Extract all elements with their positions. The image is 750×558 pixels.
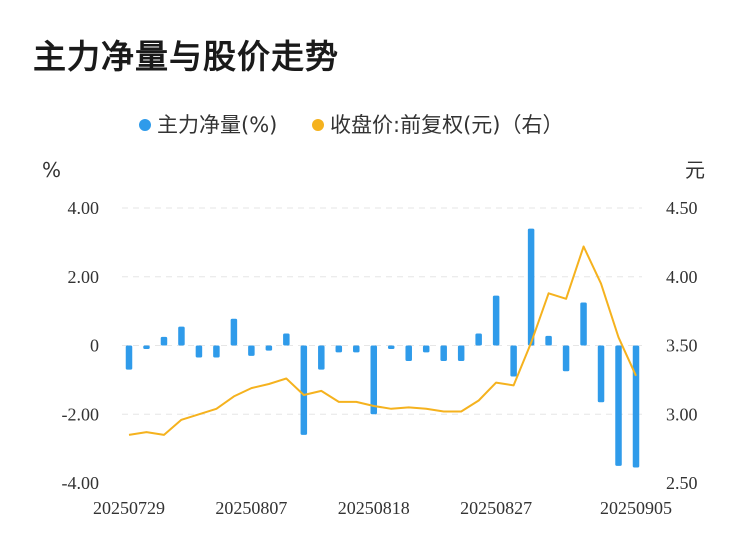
right-tick-label: 4.50 [666, 198, 698, 218]
bar[interactable] [475, 333, 482, 346]
bar[interactable] [125, 345, 133, 370]
right-tick-label: 3.00 [666, 404, 698, 424]
bar[interactable] [562, 345, 570, 372]
bar[interactable] [457, 345, 465, 361]
x-tick-label: 20250827 [460, 498, 532, 518]
bar[interactable] [422, 345, 430, 353]
x-tick-label: 20250905 [600, 498, 672, 518]
bar[interactable] [318, 345, 325, 370]
bar[interactable] [440, 345, 447, 361]
bar[interactable] [335, 345, 343, 353]
bar[interactable] [300, 345, 308, 435]
bar[interactable] [353, 345, 360, 353]
left-tick-label: -4.00 [62, 473, 100, 493]
legend-line-marker [312, 119, 324, 131]
bar[interactable] [580, 302, 587, 346]
left-tick-label: 0 [90, 336, 99, 356]
legend-bar-label[interactable]: 主力净量(%) [157, 113, 277, 137]
bar[interactable] [178, 326, 185, 346]
bar[interactable] [597, 345, 605, 403]
bar[interactable] [527, 228, 535, 346]
grid [122, 207, 642, 415]
legend-bar-marker [139, 119, 151, 131]
right-tick-label: 3.50 [666, 336, 698, 356]
bar[interactable] [160, 336, 168, 346]
bar[interactable] [370, 345, 378, 415]
x-tick-label: 20250818 [338, 498, 410, 518]
left-tick-label: 4.00 [68, 198, 100, 218]
bar[interactable] [405, 345, 412, 361]
left-axis-unit: % [42, 158, 61, 182]
bar-series [125, 228, 640, 468]
line-series [128, 245, 637, 436]
bar[interactable] [283, 333, 290, 346]
legend-line-label[interactable]: 收盘价:前复权(元)（右） [330, 113, 563, 137]
bar[interactable] [230, 318, 238, 346]
bar[interactable] [213, 345, 220, 358]
chart-title: 主力净量与股价走势 [33, 37, 339, 76]
x-tick-label: 20250807 [215, 498, 287, 518]
bar[interactable] [143, 345, 150, 349]
bar[interactable] [265, 345, 273, 351]
right-axis-ticks: 4.50 4.00 3.50 3.00 2.50 [666, 198, 698, 493]
bar[interactable] [545, 335, 552, 346]
right-axis-unit: 元 [685, 158, 705, 182]
right-tick-label: 4.00 [666, 267, 698, 287]
bar[interactable] [248, 345, 255, 356]
bar[interactable] [492, 295, 500, 346]
right-tick-label: 2.50 [666, 473, 698, 493]
bar[interactable] [615, 345, 622, 466]
price-line[interactable] [128, 245, 637, 436]
left-tick-label: 2.00 [68, 267, 100, 287]
x-axis-ticks: 20250729 20250807 20250818 20250827 20250905 [93, 498, 672, 518]
legend: 主力净量(%) 收盘价:前复权(元)（右） [139, 113, 563, 137]
bar[interactable] [195, 345, 203, 358]
bar[interactable] [632, 345, 640, 468]
bar[interactable] [510, 345, 517, 377]
left-axis-ticks: 4.00 2.00 0 -2.00 -4.00 [62, 198, 100, 493]
bar[interactable] [387, 345, 395, 349]
x-tick-label: 20250729 [93, 498, 165, 518]
left-tick-label: -2.00 [62, 404, 100, 424]
